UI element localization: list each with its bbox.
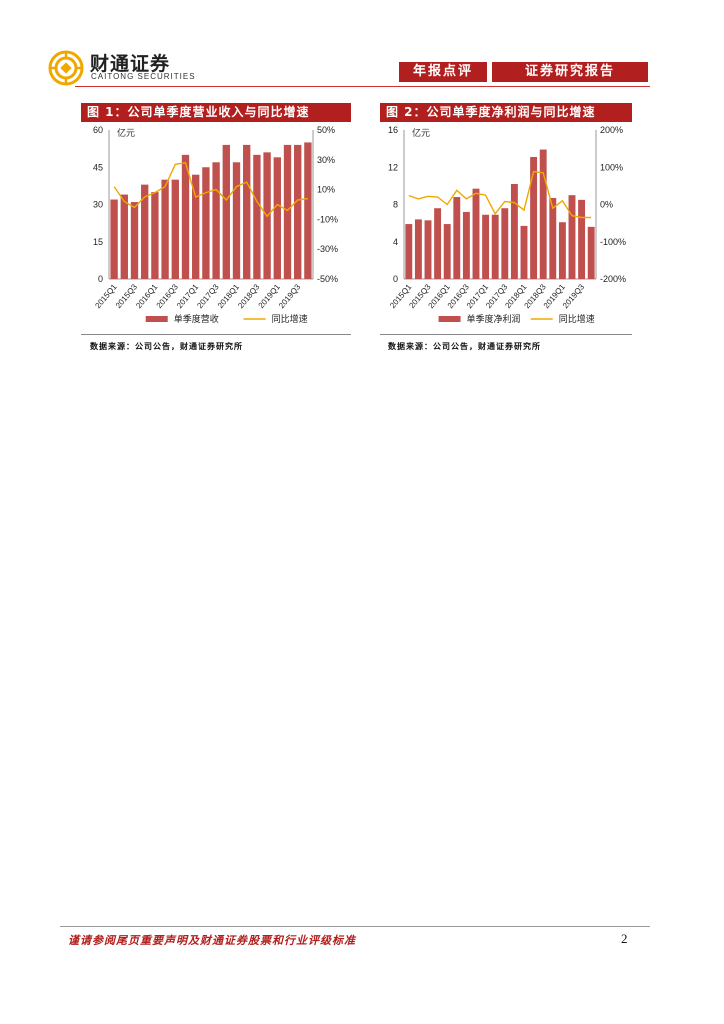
bar	[414, 219, 422, 279]
left-tick-label: 45	[93, 162, 103, 172]
page-number: 2	[621, 931, 628, 946]
left-tick-label: 8	[393, 200, 398, 210]
net-profit-chart: 0481216-200%-100%0%100%200%亿元2015Q12015Q…	[388, 125, 626, 324]
x-tick-label: 2019Q3	[561, 282, 587, 310]
bar	[491, 214, 499, 279]
bar	[568, 195, 576, 279]
left-tick-label: 15	[93, 237, 103, 247]
bar	[558, 222, 566, 279]
bar	[243, 144, 251, 279]
legend-bar-swatch	[145, 316, 168, 322]
bar	[222, 144, 230, 279]
left-tick-label: 0	[393, 274, 398, 284]
unit-label: 亿元	[412, 127, 430, 138]
legend-line-label: 同比增速	[272, 313, 308, 324]
footer-disclaimer: 谨请参阅尾页重要声明及财通证券股票和行业评级标准	[68, 934, 356, 947]
growth-line	[408, 170, 592, 219]
report-category-tag: 证券研究报告	[492, 62, 648, 82]
bar	[181, 154, 190, 279]
bar	[578, 199, 586, 279]
bar	[253, 154, 261, 279]
bar	[171, 179, 179, 279]
right-tick-label: -30%	[317, 244, 338, 254]
brand-name: 财通证券	[90, 53, 171, 75]
bar	[424, 220, 432, 279]
bar	[587, 226, 595, 279]
bar	[462, 211, 470, 279]
bar	[161, 179, 169, 279]
brand-name-english: CAITONG SECURITIES	[91, 72, 196, 81]
figure-1-source: 数据来源：公司公告，财通证券研究所	[90, 342, 243, 351]
bar	[482, 214, 490, 279]
footer-divider	[60, 926, 650, 927]
bar	[110, 199, 118, 279]
bar	[294, 144, 302, 279]
right-tick-label: 0%	[600, 200, 613, 210]
bar	[202, 167, 210, 279]
bar	[549, 197, 557, 279]
right-tick-label: -100%	[600, 237, 626, 247]
header-divider	[75, 86, 650, 87]
right-tick-label: 100%	[600, 162, 623, 172]
legend-bar-swatch	[438, 316, 461, 322]
bar	[530, 157, 538, 279]
figure-1-title: 图 1：公司单季度营业收入与同比增速	[81, 103, 351, 122]
left-tick-label: 16	[388, 125, 398, 135]
bar	[151, 192, 159, 279]
x-tick-label: 2019Q3	[277, 282, 303, 310]
left-tick-label: 0	[98, 274, 103, 284]
bar	[192, 174, 200, 279]
bar	[212, 162, 220, 279]
bar	[453, 197, 461, 279]
bar	[405, 224, 413, 279]
revenue-chart: 015304560-50%-30%-10%10%30%50%亿元2015Q120…	[93, 125, 338, 324]
bar	[472, 188, 480, 279]
figure-2-source: 数据来源：公司公告，财通证券研究所	[388, 342, 541, 351]
left-tick-label: 4	[393, 237, 398, 247]
bar	[510, 184, 518, 279]
figure-2-title: 图 2：公司单季度净利润与同比增速	[380, 103, 632, 122]
figure-1-source-divider	[81, 334, 351, 335]
figure-2-source-divider	[380, 334, 632, 335]
legend-line-label: 同比增速	[559, 313, 595, 324]
right-tick-label: 200%	[600, 125, 623, 135]
bar	[443, 224, 451, 279]
legend-bar-label: 单季度净利润	[467, 313, 521, 324]
unit-label: 亿元	[117, 127, 135, 138]
bar	[539, 149, 547, 279]
left-tick-label: 12	[388, 162, 398, 172]
bar	[434, 208, 442, 279]
right-tick-label: 10%	[317, 185, 335, 195]
right-tick-label: -50%	[317, 274, 338, 284]
left-tick-label: 60	[93, 125, 103, 135]
right-tick-label: -10%	[317, 214, 338, 224]
right-tick-label: 30%	[317, 155, 335, 165]
growth-line	[113, 162, 309, 218]
bar	[232, 162, 241, 279]
bar	[501, 208, 509, 279]
bar	[120, 194, 128, 279]
legend-bar-label: 单季度营收	[174, 313, 219, 324]
right-tick-label: 50%	[317, 125, 335, 135]
bar	[520, 225, 528, 279]
caitong-logo-icon	[48, 50, 84, 86]
report-type-tag: 年报点评	[399, 62, 487, 82]
bar	[304, 142, 312, 279]
bar	[130, 202, 139, 279]
bar	[283, 144, 292, 279]
bar	[273, 157, 281, 279]
bar	[141, 184, 149, 279]
right-tick-label: -200%	[600, 274, 626, 284]
left-tick-label: 30	[93, 200, 103, 210]
